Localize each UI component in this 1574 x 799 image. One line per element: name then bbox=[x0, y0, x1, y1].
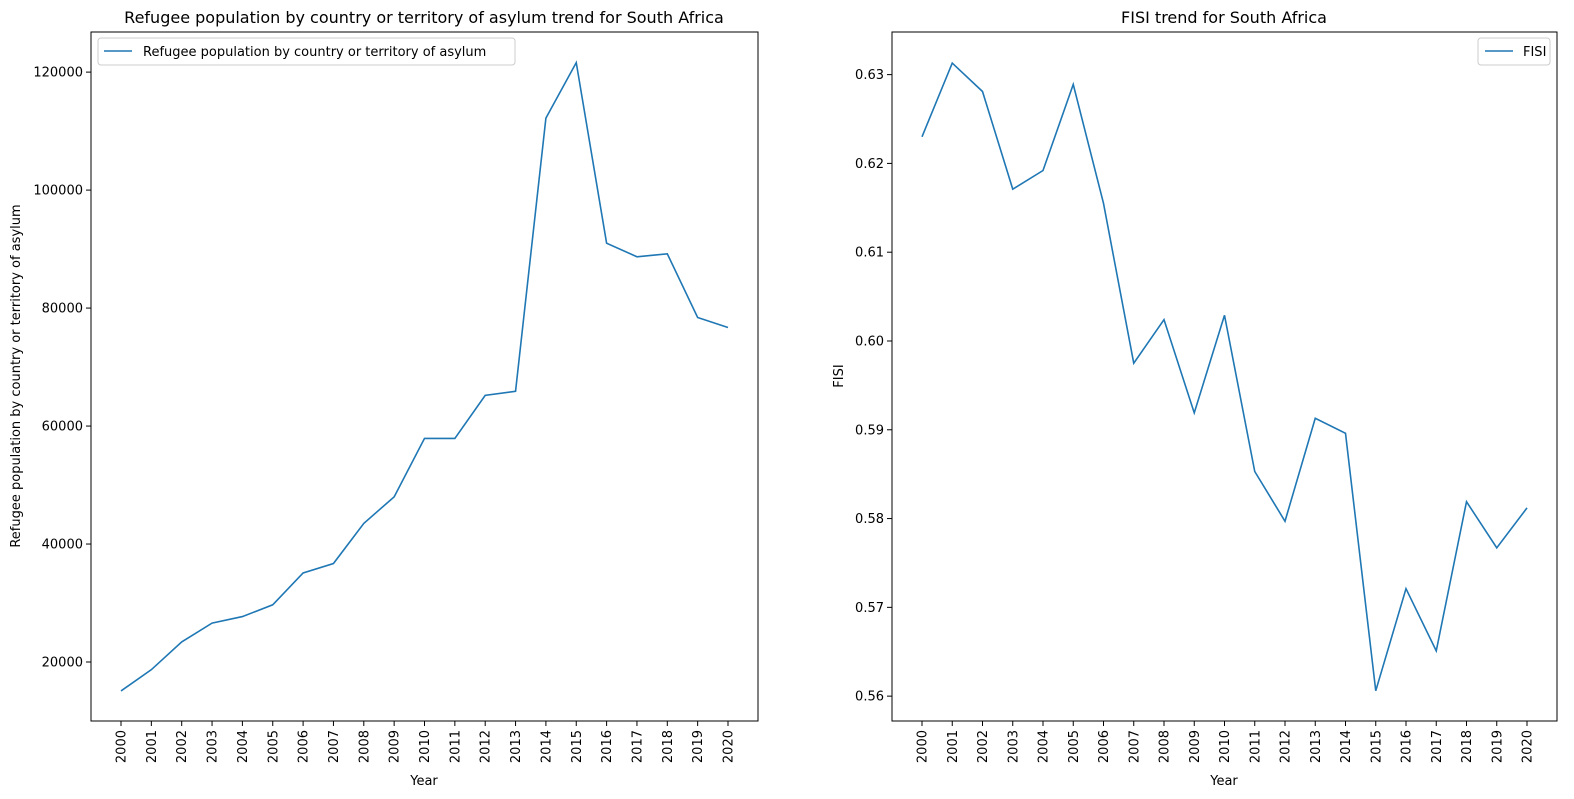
x-tick-label: 2011 bbox=[1248, 730, 1263, 763]
x-tick-label: 2003 bbox=[206, 730, 221, 763]
x-tick-label: 2014 bbox=[539, 730, 554, 763]
series-line-fisi bbox=[921, 61, 1528, 692]
x-ticks: 2000 2001 2002 2003 2004 2005 2006 2007 2008 2009… bbox=[115, 721, 737, 763]
x-tick-label: 2000 bbox=[916, 730, 931, 763]
x-tick-label: 2009 bbox=[1188, 730, 1203, 763]
x-tick-label: 2000 bbox=[115, 730, 130, 763]
x-tick-label: 2006 bbox=[1097, 730, 1112, 763]
x-tick-label: 2013 bbox=[509, 730, 524, 763]
x-tick-label: 2017 bbox=[630, 730, 645, 763]
x-tick-label: 2020 bbox=[1521, 730, 1536, 763]
y-tick-label: 0.56 bbox=[855, 690, 884, 705]
x-tick-label: 2008 bbox=[357, 730, 372, 763]
x-tick-label: 2004 bbox=[236, 730, 251, 763]
y-axis-label: Refugee population by country or territo… bbox=[9, 204, 24, 547]
x-tick-label: 2010 bbox=[418, 730, 433, 763]
y-tick-label: 40000 bbox=[42, 538, 83, 553]
x-tick-label: 2015 bbox=[570, 730, 585, 763]
y-tick-label: 0.57 bbox=[855, 601, 884, 616]
x-tick-label: 2005 bbox=[1067, 730, 1082, 763]
x-tick-label: 2001 bbox=[946, 730, 961, 763]
x-tick-label: 2015 bbox=[1369, 730, 1384, 763]
x-tick-label: 2018 bbox=[1460, 730, 1475, 763]
x-tick-label: 2008 bbox=[1158, 730, 1173, 763]
y-tick-label: 100000 bbox=[33, 184, 83, 199]
chart-refugee-population: Refugee population by country or territo… bbox=[9, 8, 759, 789]
y-tick-label: 0.58 bbox=[855, 512, 884, 527]
x-tick-label: 2007 bbox=[1127, 730, 1142, 763]
x-tick-label: 2016 bbox=[1400, 730, 1415, 763]
y-tick-label: 0.60 bbox=[855, 334, 884, 349]
x-tick-label: 2016 bbox=[600, 730, 615, 763]
x-tick-label: 2001 bbox=[145, 730, 160, 763]
x-axis-label: Year bbox=[409, 774, 438, 789]
x-tick-label: 2012 bbox=[479, 730, 494, 763]
x-tick-label: 2010 bbox=[1218, 730, 1233, 763]
x-tick-label: 2003 bbox=[1006, 730, 1021, 763]
y-ticks: 20000 40000 60000 80000 100000 120000 bbox=[33, 66, 91, 671]
legend-label: FISI bbox=[1523, 45, 1546, 60]
x-tick-label: 2005 bbox=[266, 730, 281, 763]
x-tick-label: 2018 bbox=[661, 730, 676, 763]
x-tick-label: 2002 bbox=[976, 730, 991, 763]
x-tick-label: 2011 bbox=[448, 730, 463, 763]
chart-fisi: FISI trend for South Africa 2000 2001 2002… bbox=[832, 8, 1558, 789]
x-tick-label: 2019 bbox=[691, 730, 706, 763]
y-tick-label: 0.61 bbox=[855, 246, 884, 261]
legend-label: Refugee population by country or territo… bbox=[143, 45, 486, 60]
plot-area bbox=[891, 31, 1558, 722]
x-tick-label: 2006 bbox=[297, 730, 312, 763]
x-tick-label: 2020 bbox=[722, 730, 737, 763]
y-tick-label: 0.63 bbox=[855, 68, 884, 83]
x-ticks: 2000 2001 2002 2003 2004 2005 2006 2007 2008 2009… bbox=[916, 721, 1536, 763]
x-tick-label: 2014 bbox=[1339, 730, 1354, 763]
legend-box bbox=[1477, 37, 1551, 66]
legend-box bbox=[97, 37, 516, 66]
y-tick-label: 0.62 bbox=[855, 157, 884, 172]
chart-title: FISI trend for South Africa bbox=[1121, 8, 1327, 27]
y-axis-label: FISI bbox=[832, 364, 847, 387]
x-tick-label: 2012 bbox=[1279, 730, 1294, 763]
x-tick-label: 2019 bbox=[1490, 730, 1505, 763]
x-tick-label: 2007 bbox=[327, 730, 342, 763]
x-tick-label: 2009 bbox=[388, 730, 403, 763]
x-tick-label: 2002 bbox=[175, 730, 190, 763]
y-tick-label: 80000 bbox=[42, 302, 83, 317]
x-tick-label: 2013 bbox=[1309, 730, 1324, 763]
y-ticks: 0.56 0.57 0.58 0.59 0.60 0.61 0.62 0.63 bbox=[855, 68, 892, 705]
x-axis-label: Year bbox=[1209, 774, 1238, 789]
y-tick-label: 0.59 bbox=[855, 423, 884, 438]
chart-title: Refugee population by country or territo… bbox=[124, 8, 724, 27]
y-tick-label: 60000 bbox=[42, 420, 83, 435]
x-tick-label: 2004 bbox=[1037, 730, 1052, 763]
plot-area bbox=[90, 31, 759, 722]
series-line-refugee-population bbox=[120, 60, 729, 692]
y-tick-label: 120000 bbox=[33, 66, 83, 81]
y-tick-label: 20000 bbox=[42, 656, 83, 671]
legend: Refugee population by country or territo… bbox=[97, 37, 516, 66]
legend: FISI bbox=[1477, 37, 1551, 66]
x-tick-label: 2017 bbox=[1430, 730, 1445, 763]
